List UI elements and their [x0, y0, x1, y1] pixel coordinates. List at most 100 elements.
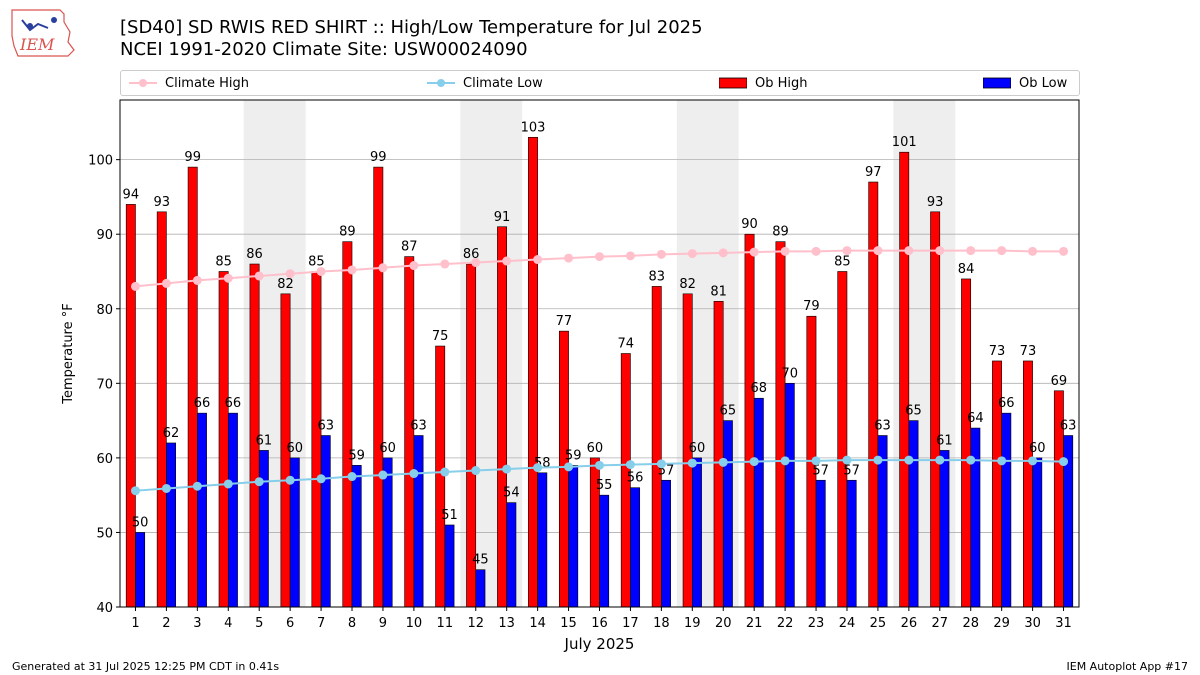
- point-climate-low-17: [625, 460, 635, 470]
- label-ob-high-18: 83: [648, 269, 665, 284]
- label-ob-high-15: 77: [556, 314, 573, 329]
- label-ob-high-10: 87: [401, 240, 418, 255]
- x-tick-label-14: 14: [529, 616, 546, 631]
- point-climate-low-29: [997, 456, 1007, 466]
- point-climate-high-21: [749, 247, 759, 257]
- x-tick-label-9: 9: [379, 616, 387, 631]
- point-climate-low-27: [935, 455, 945, 465]
- point-climate-low-12: [471, 466, 481, 476]
- point-climate-high-17: [625, 251, 635, 261]
- bar-ob-high-21: [744, 233, 755, 608]
- label-ob-high-16: 60: [587, 441, 604, 456]
- point-climate-low-20: [718, 457, 728, 467]
- label-ob-high-1: 94: [123, 187, 140, 202]
- chart-subtitle: NCEI 1991-2020 Climate Site: USW00024090: [120, 39, 528, 60]
- label-ob-high-3: 99: [184, 150, 201, 165]
- bar-ob-low-1: [135, 532, 146, 608]
- legend-marker-climate-low: [427, 79, 455, 87]
- x-tick-label-26: 26: [901, 616, 918, 631]
- point-climate-high-8: [347, 265, 357, 275]
- point-climate-high-24: [842, 246, 852, 256]
- label-ob-high-13: 91: [494, 210, 511, 225]
- label-ob-high-30: 73: [1020, 344, 1037, 359]
- bar-ob-low-23: [815, 479, 826, 608]
- chart-title: [SD40] SD RWIS RED SHIRT :: High/Low Tem…: [120, 17, 703, 38]
- label-ob-low-16: 55: [596, 478, 613, 493]
- label-ob-high-25: 97: [865, 165, 882, 180]
- label-ob-low-2: 62: [163, 426, 180, 441]
- label-ob-high-26: 101: [892, 135, 917, 150]
- legend-item-climate-high: Climate High: [129, 71, 249, 95]
- point-climate-high-12: [471, 258, 481, 268]
- bar-ob-high-18: [651, 286, 662, 608]
- bar-ob-high-2: [156, 211, 167, 608]
- point-climate-high-5: [254, 271, 264, 281]
- label-ob-low-5: 61: [256, 433, 273, 448]
- label-ob-low-9: 60: [379, 441, 396, 456]
- legend: Climate High Climate Low Ob High Ob Low: [120, 70, 1080, 96]
- point-climate-low-10: [409, 469, 419, 479]
- point-climate-low-16: [595, 460, 604, 470]
- bar-ob-low-9: [382, 457, 393, 608]
- x-tick-label-10: 10: [406, 616, 423, 631]
- label-ob-low-23: 57: [812, 463, 829, 478]
- bar-ob-low-18: [661, 479, 671, 608]
- bar-ob-high-4: [218, 271, 229, 608]
- legend-marker-ob-high: [719, 77, 747, 89]
- point-climate-low-30: [1028, 456, 1038, 466]
- point-climate-high-20: [718, 248, 728, 258]
- label-ob-high-28: 84: [958, 262, 975, 277]
- point-climate-low-6: [285, 475, 295, 485]
- app-note: IEM Autoplot App #17: [1066, 660, 1189, 673]
- label-ob-high-22: 89: [772, 225, 789, 240]
- point-climate-low-31: [1059, 457, 1069, 467]
- label-ob-high-19: 82: [679, 277, 696, 292]
- point-climate-high-23: [811, 246, 821, 256]
- point-climate-low-5: [254, 477, 264, 487]
- bar-ob-low-7: [320, 435, 331, 608]
- label-ob-low-3: 66: [194, 396, 211, 411]
- x-tick-label-30: 30: [1024, 616, 1041, 631]
- x-tick-label-16: 16: [591, 616, 608, 631]
- x-tick-label-15: 15: [560, 616, 577, 631]
- point-climate-high-31: [1059, 246, 1069, 256]
- point-climate-low-21: [749, 457, 759, 467]
- y-tick-label-70: 70: [96, 377, 113, 392]
- point-climate-high-16: [595, 252, 604, 262]
- x-tick-label-21: 21: [746, 616, 763, 631]
- point-climate-high-25: [873, 246, 883, 256]
- point-climate-low-2: [161, 483, 171, 493]
- point-climate-high-7: [316, 266, 326, 276]
- bar-ob-high-30: [1023, 360, 1033, 608]
- point-climate-low-28: [966, 455, 976, 465]
- label-ob-high-27: 93: [927, 195, 944, 210]
- label-ob-low-11: 51: [441, 508, 458, 523]
- point-climate-low-3: [192, 481, 202, 491]
- point-climate-high-30: [1028, 246, 1038, 256]
- x-tick-label-23: 23: [808, 616, 825, 631]
- y-tick-label-40: 40: [96, 601, 113, 616]
- x-tick-label-28: 28: [962, 616, 979, 631]
- point-climate-low-22: [780, 456, 790, 466]
- x-tick-label-25: 25: [870, 616, 887, 631]
- bar-ob-low-14: [537, 472, 548, 608]
- legend-label-climate-low: Climate Low: [463, 75, 543, 91]
- x-tick-label-12: 12: [467, 616, 484, 631]
- bar-ob-high-27: [930, 211, 941, 608]
- bar-ob-low-27: [939, 450, 950, 608]
- legend-label-climate-high: Climate High: [165, 75, 250, 91]
- legend-label-ob-low: Ob Low: [1019, 75, 1068, 91]
- y-tick-label-80: 80: [96, 303, 113, 318]
- point-climate-high-3: [192, 275, 202, 285]
- label-ob-low-1: 50: [132, 515, 149, 530]
- label-ob-high-14: 103: [521, 120, 546, 135]
- legend-label-ob-high: Ob High: [755, 75, 808, 91]
- bar-ob-low-22: [784, 383, 795, 608]
- point-climate-high-1: [130, 281, 140, 291]
- label-ob-low-24: 57: [843, 463, 860, 478]
- bar-ob-high-9: [373, 166, 384, 608]
- point-climate-low-25: [873, 455, 883, 465]
- bar-ob-low-28: [970, 427, 981, 608]
- legend-marker-climate-high: [129, 79, 157, 87]
- label-ob-high-23: 79: [803, 299, 820, 314]
